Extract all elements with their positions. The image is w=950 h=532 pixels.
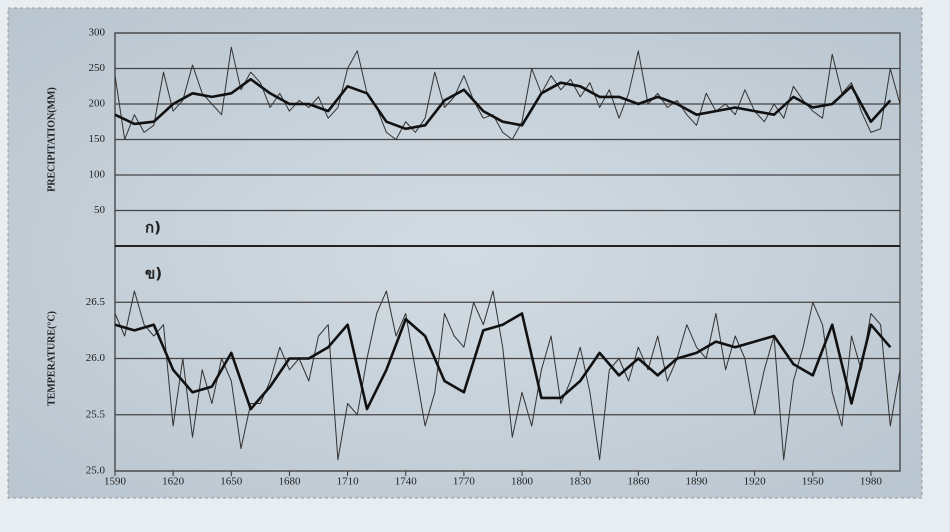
y-tick-label: 26.5 [86, 296, 106, 308]
background [7, 7, 923, 499]
y-tick-label: 100 [89, 169, 106, 181]
x-tick-label: 1950 [802, 476, 825, 488]
x-tick-label: 1860 [627, 476, 650, 488]
y-tick-label: 26.0 [86, 352, 106, 364]
x-tick-label: 1710 [337, 476, 360, 488]
data-line [114, 77, 892, 131]
panel-label: ก) [145, 219, 161, 237]
x-tick-label: 1740 [395, 476, 418, 488]
x-tick-label: 1920 [744, 476, 767, 488]
x-tick-label: 1890 [685, 476, 708, 488]
y-tick-label: 250 [89, 62, 106, 74]
x-tick-label: 1680 [278, 476, 301, 488]
x-tick-label: 1590 [104, 476, 127, 488]
y-tick-label: 25.5 [86, 408, 106, 420]
panel-label: ข) [145, 265, 162, 283]
x-tick-label: 1650 [220, 476, 243, 488]
y-tick-label: 200 [89, 98, 106, 110]
y-tick-label: 50 [94, 204, 106, 216]
x-tick-label: 1980 [860, 476, 883, 488]
x-tick-label: 1770 [453, 476, 476, 488]
data-line [114, 290, 901, 461]
y-tick-label: 25.0 [86, 465, 106, 477]
x-tick-label: 1800 [511, 476, 534, 488]
y-axis-title: PRECIPITATION(MM) [46, 87, 57, 192]
y-tick-label: 150 [89, 133, 106, 145]
x-tick-label: 1830 [569, 476, 592, 488]
y-tick-label: 300 [89, 27, 106, 39]
x-tick-label: 1620 [162, 476, 185, 488]
data-line [114, 312, 892, 411]
y-axis-title: TEMPERATURE(°C) [46, 311, 57, 406]
